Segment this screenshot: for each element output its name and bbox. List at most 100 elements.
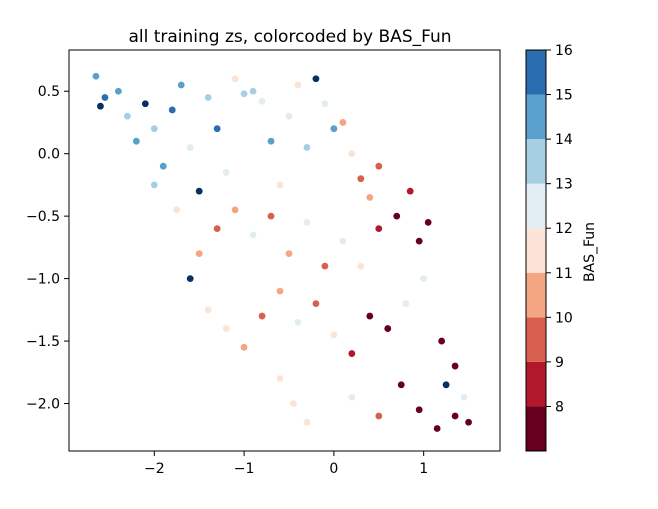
data-point-33 [150,181,158,189]
data-point-48 [406,187,414,195]
y-tick-label: 0.0 [38,147,60,163]
colorbar-tick-label: 15 [555,88,573,104]
data-point-30 [357,175,365,183]
data-point-70 [375,412,383,420]
data-point-32 [375,162,383,170]
colorbar-segment-5 [526,183,546,229]
data-point-36 [186,275,194,283]
data-point-54 [258,312,266,320]
data-point-17 [240,90,248,98]
colorbar-tick-label: 9 [555,355,564,371]
colorbar-tick-label: 10 [555,310,573,326]
y-tick-label: 0.5 [38,84,60,100]
colorbar-segment-4 [526,228,546,273]
data-point-35 [195,250,203,258]
data-point-13 [204,94,212,101]
colorbar-segment-7 [526,94,546,140]
data-point-59 [348,350,356,357]
colorbar [525,49,547,452]
data-point-42 [303,218,311,226]
data-point-4 [123,112,131,120]
data-point-38 [231,206,239,214]
data-point-21 [276,181,284,189]
data-point-25 [312,75,320,83]
colorbar-tick-label: 11 [555,266,573,282]
chart-title: all training zs, colorcoded by BAS_Fun [128,27,451,47]
data-point-72 [415,406,423,414]
data-point-60 [366,312,374,320]
data-point-20 [267,137,275,145]
data-point-71 [397,381,405,389]
colorbar-tick-label: 12 [555,221,573,237]
scatter-points [92,72,472,432]
data-point-34 [173,206,181,214]
data-point-57 [312,300,320,307]
colorbar-segment-3 [526,272,546,318]
data-point-7 [150,125,158,133]
data-point-0 [92,72,100,80]
data-point-51 [204,306,212,314]
colorbar-tick-label: 13 [555,177,573,193]
data-point-28 [339,119,347,126]
data-point-50 [424,218,432,226]
x-tick-label: 1 [419,461,428,477]
data-point-9 [168,106,176,114]
data-point-11 [186,144,194,151]
data-point-69 [348,393,356,401]
data-point-29 [348,150,356,158]
data-point-12 [195,187,203,195]
data-point-68 [303,418,311,426]
data-point-3 [114,87,122,95]
data-point-8 [159,162,167,170]
data-point-44 [339,237,347,245]
colorbar-tick-label: 8 [555,399,564,415]
data-point-40 [267,212,275,220]
data-point-18 [249,87,257,95]
data-point-52 [222,325,230,332]
x-tick-label: −1 [234,461,255,477]
colorbar-segment-2 [526,317,546,362]
data-point-53 [240,343,248,351]
y-tick-label: −0.5 [26,209,60,225]
y-axis: 0.5 0.0 −0.5 −1.0 −1.5 −2.0 [26,84,69,413]
data-point-37 [213,225,221,233]
data-point-24 [303,144,311,151]
colorbar-label: BAS_Fun [582,222,598,282]
data-point-56 [294,318,302,326]
data-point-6 [141,100,149,108]
plot-frame [68,49,501,452]
y-tick-label: −1.0 [26,272,60,288]
data-point-62 [402,300,410,307]
colorbar-ticks: 8 9 10 11 12 13 14 15 16 [546,43,573,415]
data-point-55 [276,287,284,295]
colorbar-frame [525,49,547,452]
data-point-22 [285,112,293,120]
data-point-26 [321,100,329,108]
data-point-67 [290,400,297,407]
colorbar-tick-label: 14 [555,132,573,148]
data-point-65 [451,362,459,370]
data-point-5 [132,137,140,145]
colorbar-tick-label: 16 [555,43,573,59]
data-point-46 [375,225,383,233]
colorbar-segment-0 [526,406,546,451]
colorbar-segment-1 [526,361,546,407]
x-axis: −2 −1 0 1 [144,451,428,477]
data-point-23 [294,81,302,89]
data-point-45 [357,262,365,270]
data-point-49 [415,237,423,245]
data-point-14 [213,125,221,133]
data-point-64 [438,337,446,345]
data-point-76 [460,393,468,401]
data-point-63 [420,275,428,283]
data-point-47 [393,212,401,220]
data-point-77 [442,381,450,389]
data-point-19 [258,97,266,105]
y-tick-label: −2.0 [26,397,60,413]
y-tick-label: −1.5 [26,334,60,350]
data-point-41 [285,250,293,258]
colorbar-segment-8 [526,50,546,95]
data-point-2 [97,102,104,110]
